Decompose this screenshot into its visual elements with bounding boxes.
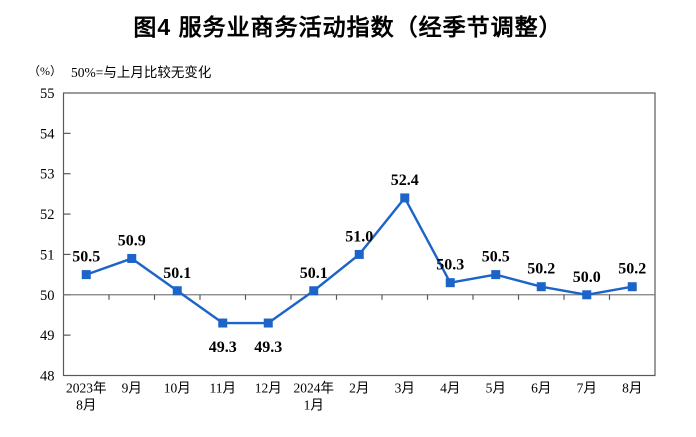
x-axis-label: 2月 [349, 381, 369, 396]
x-axis-label: 10月 [164, 381, 191, 396]
data-label: 51.0 [345, 228, 373, 245]
data-point [218, 318, 228, 328]
data-point [81, 270, 91, 280]
data-point [491, 270, 501, 280]
y-tick-label: 50 [40, 288, 55, 304]
x-axis-label: 8月 [76, 398, 96, 413]
data-point [445, 278, 455, 288]
data-label: 50.5 [72, 249, 100, 266]
data-label: 50.1 [300, 265, 328, 282]
subtitle-row: （%） 50%=与上月比较无变化 [0, 61, 696, 80]
data-point [354, 249, 364, 259]
plot-frame [62, 92, 656, 377]
unit-label: （%） [28, 64, 62, 78]
data-point [582, 290, 592, 300]
data-label: 52.4 [391, 172, 419, 189]
data-label: 50.3 [436, 257, 464, 274]
data-label: 50.2 [618, 261, 646, 278]
data-label: 50.9 [118, 232, 146, 249]
x-axis-label: 2024年 [294, 381, 335, 396]
y-tick-label: 53 [40, 167, 55, 183]
x-axis-label: 8月 [622, 381, 642, 396]
x-axis-label: 12月 [255, 381, 282, 396]
y-tick-label: 55 [40, 86, 55, 102]
x-axis-label: 5月 [486, 381, 506, 396]
data-point [627, 282, 637, 292]
data-point [172, 286, 182, 296]
y-tick-label: 54 [40, 126, 55, 142]
x-axis-label: 1月 [304, 398, 324, 413]
data-label: 50.1 [163, 265, 191, 282]
x-axis-label: 7月 [577, 381, 597, 396]
data-label: 50.5 [482, 249, 510, 266]
y-tick-label: 51 [40, 247, 55, 263]
data-label: 50.2 [527, 261, 555, 278]
reference-note: 50%=与上月比较无变化 [71, 65, 212, 80]
data-point [263, 318, 273, 328]
chart-title: 图4 服务业商务活动指数（经季节调整） [133, 14, 563, 40]
y-tick-label: 48 [40, 369, 55, 385]
data-label: 50.0 [573, 269, 601, 286]
data-label: 49.3 [254, 339, 282, 356]
x-axis-label: 4月 [440, 381, 460, 396]
x-axis-label: 11月 [210, 381, 237, 396]
x-axis-label: 3月 [395, 381, 415, 396]
data-label: 49.3 [209, 339, 237, 356]
data-point [536, 282, 546, 292]
x-axis-label: 6月 [531, 381, 551, 396]
data-point [400, 193, 410, 203]
data-point [127, 253, 137, 263]
x-axis-label: 2023年 [66, 381, 107, 396]
y-tick-label: 52 [40, 207, 55, 223]
data-point [309, 286, 319, 296]
y-tick-label: 49 [40, 328, 55, 344]
x-axis-label: 9月 [122, 381, 142, 396]
